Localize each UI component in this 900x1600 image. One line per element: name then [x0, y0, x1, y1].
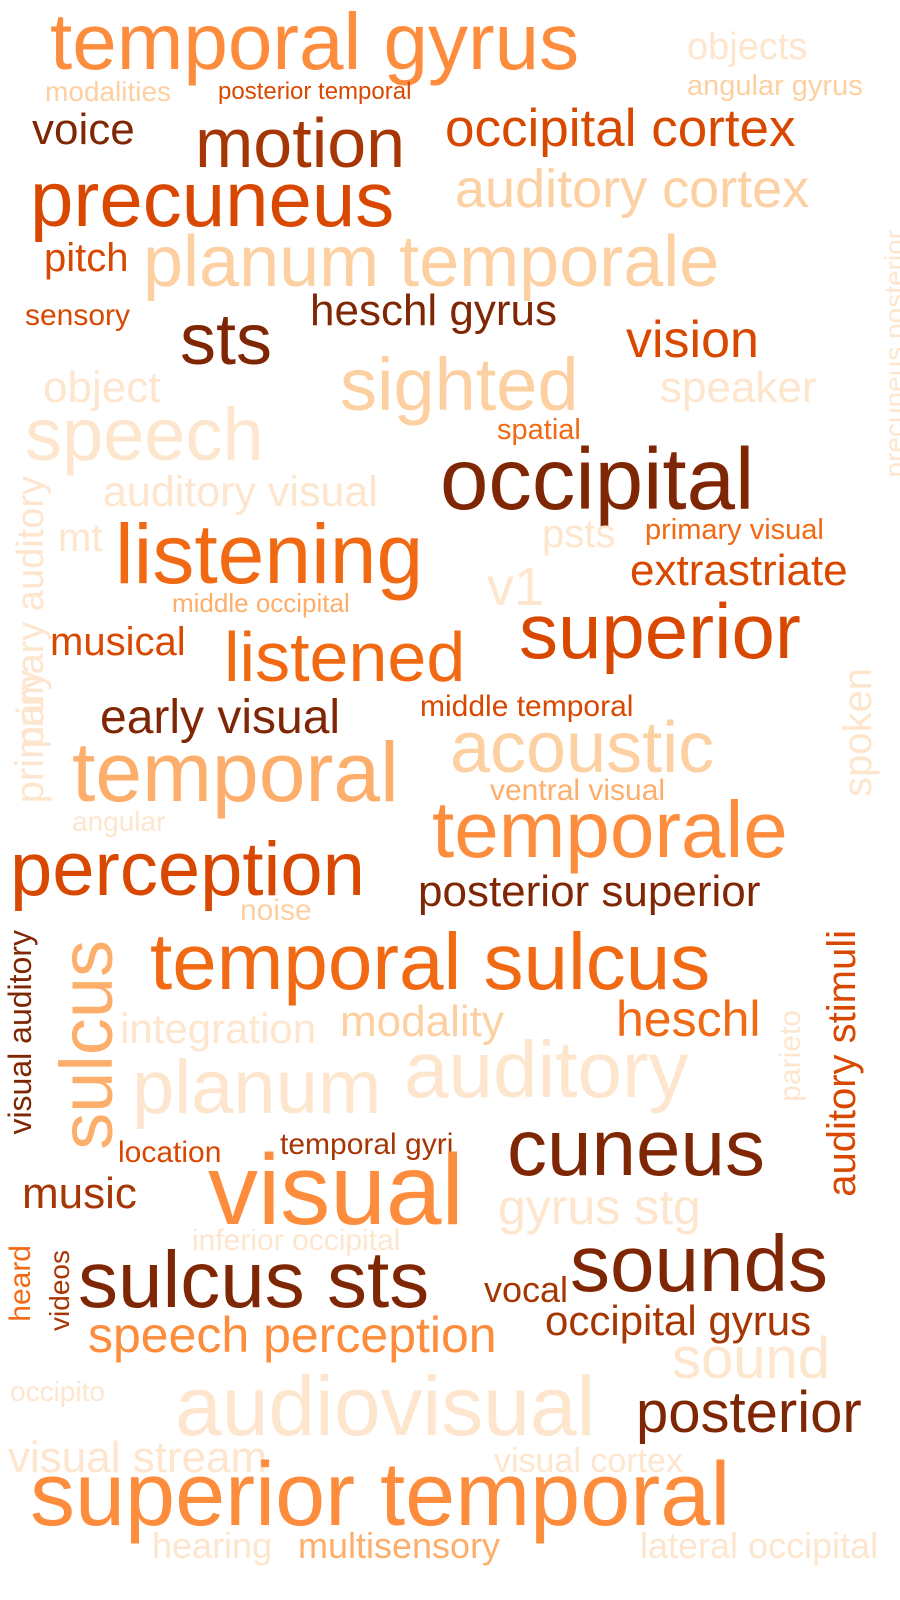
word-sts: sts: [180, 300, 273, 380]
word-listening: listening: [115, 507, 424, 601]
word-occipital: occipital: [440, 431, 755, 528]
word-integration: integration: [120, 1005, 317, 1052]
word-sulcus-sts: sulcus sts: [78, 1235, 430, 1324]
word-visual-stream: visual stream: [8, 1433, 268, 1482]
word-early-visual: early visual: [100, 691, 341, 744]
word-middle-temporal: middle temporal: [420, 690, 634, 723]
word-posterior-superior: posterior superior: [418, 867, 761, 916]
word-speech-perception: speech perception: [88, 1307, 497, 1363]
word-listened: listened: [224, 618, 466, 696]
word-occipital-gyrus: occipital gyrus: [545, 1297, 812, 1344]
word-multisensory: multisensory: [298, 1525, 501, 1566]
word-speech: speech: [25, 393, 264, 476]
word-sound: sound: [672, 1326, 831, 1391]
word-parieto: parieto: [774, 1010, 807, 1102]
word-spatial: spatial: [497, 414, 581, 446]
word-temporal: temporal: [72, 725, 399, 819]
word-auditory-cortex: auditory cortex: [455, 159, 810, 219]
word-extrastriate: extrastriate: [630, 546, 848, 595]
word-auditory-visual: auditory visual: [103, 468, 378, 516]
word-temporal-gyri: temporal gyri: [280, 1128, 454, 1161]
word-perception: perception: [10, 827, 365, 912]
word-posterior-temporal: posterior temporal: [218, 78, 412, 105]
word-visual: visual: [208, 1134, 464, 1246]
word-auditory: auditory: [404, 1025, 689, 1114]
word-sounds: sounds: [570, 1219, 828, 1308]
word-acoustic: acoustic: [450, 708, 715, 788]
word-middle-occipital: middle occipital: [172, 588, 350, 618]
word-planum: planum: [132, 1045, 382, 1130]
word-lateral-occipital: lateral occipital: [640, 1525, 879, 1566]
word-posterior: posterior: [636, 1380, 862, 1445]
word-pitch: pitch: [44, 236, 129, 280]
word-planum-temporale: planum temporale: [143, 222, 720, 302]
word-sighted: sighted: [340, 343, 579, 426]
word-auditory-stimuli: auditory stimuli: [820, 930, 864, 1197]
word-v1: v1: [487, 557, 545, 617]
word-musical: musical: [50, 620, 186, 664]
word-psts: psts: [542, 512, 616, 556]
word-hearing: hearing: [152, 1525, 273, 1566]
word-primary-visual: primary visual: [645, 514, 824, 546]
word-videos: videos: [44, 1250, 75, 1331]
word-heschl: heschl: [616, 991, 761, 1047]
word-primary: primary: [8, 670, 52, 804]
word-objects: objects: [687, 26, 808, 68]
word-mt: mt: [58, 516, 103, 560]
word-audiovisual: audiovisual: [175, 1359, 596, 1453]
word-visual-cortex: visual cortex: [494, 1442, 683, 1480]
word-vocal: vocal: [484, 1269, 569, 1310]
word-modality: modality: [340, 997, 504, 1046]
word-location: location: [118, 1136, 222, 1169]
word-inferior-occipital: inferior occipital: [192, 1224, 401, 1257]
word-occipital-cortex: occipital cortex: [445, 99, 796, 158]
word-heard: heard: [4, 1245, 37, 1322]
word-sulcus: sulcus: [45, 940, 128, 1150]
word-music: music: [22, 1169, 137, 1218]
word-gyrus-stg: gyrus stg: [498, 1179, 701, 1235]
word-motion: motion: [195, 104, 406, 182]
word-object: object: [43, 363, 161, 412]
word-modalities: modalities: [45, 76, 172, 107]
word-noise: noise: [240, 894, 312, 927]
word-cuneus: cuneus: [507, 1103, 765, 1192]
word-temporal-gyrus: temporal gyrus: [50, 0, 580, 86]
word-speaker: speaker: [660, 363, 817, 412]
word-precuneus-posterior: precuneus posterior: [879, 230, 900, 478]
word-heschl-gyrus: heschl gyrus: [310, 286, 558, 335]
word-voice: voice: [32, 105, 135, 154]
word-superior-temporal: superior temporal: [30, 1445, 731, 1545]
word-occipito: occipito: [10, 1376, 105, 1407]
word-temporale: temporale: [432, 785, 788, 874]
word-superior: superior: [519, 587, 801, 675]
word-vision: vision: [626, 311, 759, 369]
word-temporal-sulcus: temporal sulcus: [150, 917, 711, 1006]
word-precuneus: precuneus: [30, 155, 395, 243]
word-visual-auditory: visual auditory: [2, 930, 38, 1135]
word-spoken: spoken: [836, 668, 880, 797]
word-angular-gyrus: angular gyrus: [687, 70, 863, 102]
word-sensory: sensory: [25, 299, 131, 332]
word-ventral-visual: ventral visual: [490, 774, 666, 807]
word-angular: angular: [72, 806, 166, 837]
